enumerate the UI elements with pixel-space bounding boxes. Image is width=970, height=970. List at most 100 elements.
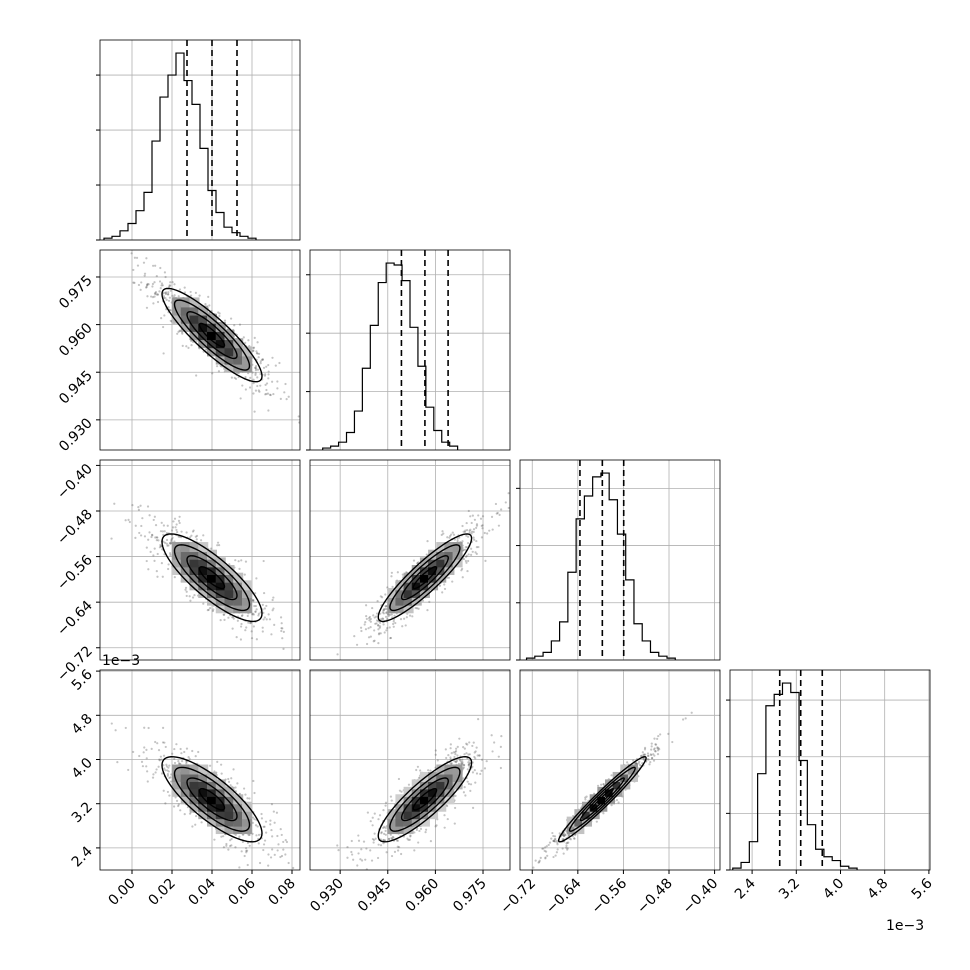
sample-point bbox=[116, 761, 119, 764]
sample-point bbox=[367, 616, 371, 620]
hist-frame-1 bbox=[309, 249, 511, 451]
sample-point bbox=[240, 559, 243, 562]
sample-point bbox=[256, 384, 259, 388]
sample-point bbox=[254, 389, 258, 392]
sample-point bbox=[258, 861, 262, 865]
sample-point bbox=[151, 296, 155, 299]
sample-point bbox=[246, 797, 249, 800]
sample-point bbox=[244, 793, 247, 796]
sample-point bbox=[273, 623, 276, 626]
sample-point bbox=[653, 754, 656, 757]
sample-point bbox=[178, 329, 181, 332]
density-cell bbox=[233, 346, 244, 357]
sample-point bbox=[239, 397, 242, 400]
sample-point bbox=[276, 387, 279, 390]
sample-point bbox=[389, 795, 393, 798]
sample-point bbox=[377, 623, 380, 627]
sample-point bbox=[146, 295, 149, 298]
sample-point bbox=[160, 545, 163, 548]
sample-point bbox=[124, 726, 127, 730]
sample-point bbox=[280, 627, 283, 630]
sample-point bbox=[257, 356, 260, 359]
sample-point bbox=[152, 518, 155, 522]
sample-point bbox=[252, 613, 255, 616]
sample-point bbox=[162, 291, 165, 294]
sample-point bbox=[263, 825, 266, 828]
density-cell bbox=[436, 549, 447, 560]
y-tick-label: 4.0 bbox=[69, 755, 96, 782]
sample-point bbox=[369, 620, 372, 623]
sample-point bbox=[189, 536, 192, 539]
sample-point bbox=[185, 747, 189, 750]
sample-point bbox=[271, 380, 274, 383]
sample-point bbox=[153, 559, 156, 563]
sample-point bbox=[365, 642, 369, 646]
sample-point bbox=[159, 545, 163, 548]
sample-point bbox=[152, 773, 155, 776]
sample-point bbox=[254, 369, 258, 372]
sample-point bbox=[207, 608, 210, 611]
sample-point bbox=[161, 530, 164, 533]
sample-point bbox=[465, 752, 468, 755]
sample-point bbox=[252, 346, 255, 350]
sample-point bbox=[267, 373, 270, 376]
sample-point bbox=[222, 846, 226, 849]
sample-point bbox=[195, 339, 198, 343]
sample-point bbox=[551, 831, 554, 835]
sample-point bbox=[140, 760, 144, 763]
sample-point bbox=[562, 852, 565, 855]
sample-point bbox=[648, 763, 651, 766]
density-cell bbox=[189, 580, 200, 591]
sample-point bbox=[241, 384, 244, 387]
density-cell bbox=[419, 565, 430, 576]
sample-point bbox=[261, 630, 264, 633]
sample-point bbox=[156, 293, 159, 296]
sample-point bbox=[222, 835, 225, 838]
sample-point bbox=[256, 341, 259, 344]
density-cell bbox=[428, 572, 439, 583]
sample-point bbox=[647, 754, 650, 757]
sample-point bbox=[202, 534, 205, 537]
sample-point bbox=[449, 534, 452, 538]
sample-point bbox=[565, 846, 568, 849]
sample-point bbox=[448, 536, 451, 539]
sample-point bbox=[253, 791, 256, 795]
sample-point bbox=[255, 834, 258, 837]
sample-point bbox=[171, 280, 174, 284]
density-cell bbox=[233, 572, 244, 583]
sample-point bbox=[156, 293, 159, 296]
sample-point bbox=[458, 536, 461, 539]
sample-point bbox=[302, 411, 304, 413]
sample-point bbox=[547, 843, 550, 847]
sample-point bbox=[169, 780, 173, 783]
sample-point bbox=[368, 615, 372, 619]
sample-point bbox=[425, 828, 428, 831]
density-cell bbox=[215, 338, 226, 349]
sample-point bbox=[276, 834, 279, 838]
sample-point bbox=[254, 366, 257, 369]
sample-point bbox=[170, 773, 173, 776]
sample-point bbox=[388, 626, 391, 629]
sample-point bbox=[166, 544, 169, 547]
sample-point bbox=[164, 291, 168, 294]
sample-point bbox=[180, 760, 184, 763]
sample-point bbox=[650, 742, 653, 745]
density-cell bbox=[172, 557, 182, 568]
sample-point bbox=[360, 859, 364, 862]
sample-point bbox=[167, 291, 170, 294]
sample-point bbox=[164, 769, 167, 772]
sample-point bbox=[248, 797, 251, 800]
sample-point bbox=[251, 821, 254, 824]
sample-point bbox=[466, 529, 469, 532]
sample-point bbox=[470, 532, 473, 535]
density-cell bbox=[207, 587, 217, 598]
sample-point bbox=[151, 285, 154, 288]
density-cell bbox=[180, 313, 191, 324]
sample-point bbox=[229, 839, 232, 842]
sample-point bbox=[383, 631, 386, 634]
sample-point bbox=[429, 769, 432, 772]
sample-point bbox=[146, 505, 150, 508]
x-tick-label: 2.4 bbox=[732, 875, 759, 902]
sample-point bbox=[389, 613, 392, 616]
sample-point bbox=[500, 508, 503, 511]
